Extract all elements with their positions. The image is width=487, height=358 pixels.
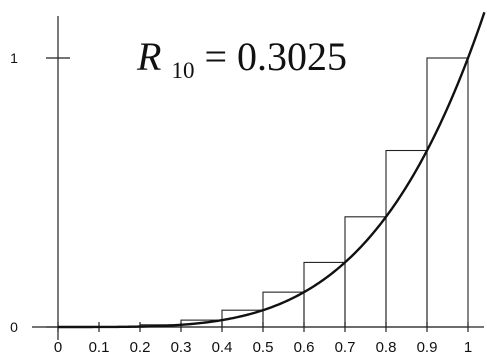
- y-tick-label-0: 0: [10, 319, 18, 335]
- riemann-sum-annotation: R 10 = 0.3025: [136, 34, 347, 87]
- x-tick-label-10: 1: [464, 339, 472, 356]
- x-tick-label-9: 0.9: [417, 339, 438, 356]
- curve-group: [58, 11, 486, 329]
- x-tick-label-4: 0.4: [212, 339, 233, 356]
- x-tick-label-3: 0.3: [171, 339, 192, 356]
- x-tick-label-5: 0.5: [253, 339, 274, 356]
- labels-group: 0 0.1 0.2 0.3 0.4 0.5 0.6 0.7 0.8 0.9 101: [10, 50, 472, 356]
- x-tick-label-0: 0: [54, 339, 62, 356]
- annotation-rest: = 0.3025: [204, 34, 347, 79]
- bars-group: [57, 57, 469, 329]
- bar-6: [303, 261, 346, 328]
- x-tick-label-2: 0.2: [130, 339, 151, 356]
- bar-9: [426, 57, 469, 328]
- function-curve: [58, 11, 486, 329]
- x-tick-label-8: 0.8: [376, 339, 397, 356]
- y-tick-label-1: 1: [10, 50, 18, 66]
- annotation-main: R: [136, 34, 161, 79]
- x-tick-label-7: 0.7: [335, 339, 356, 356]
- bar-5: [262, 291, 305, 328]
- x-tick-label-1: 0.1: [89, 339, 110, 356]
- bar-7: [344, 216, 387, 328]
- annotation-subscript: 10: [171, 58, 194, 83]
- x-tick-label-6: 0.6: [294, 339, 315, 356]
- bar-8: [385, 149, 428, 328]
